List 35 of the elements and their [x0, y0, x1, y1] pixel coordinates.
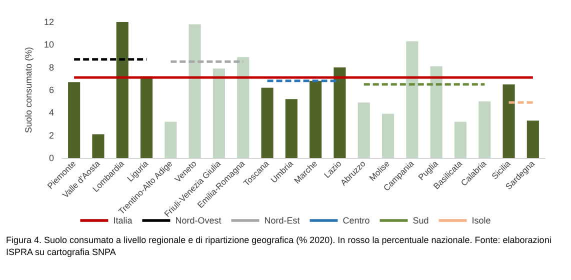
y-tick-label: 8	[48, 62, 54, 72]
legend-label: Italia	[113, 216, 132, 226]
bar	[334, 67, 346, 158]
bar	[382, 114, 394, 158]
bar	[164, 122, 177, 158]
bar	[212, 68, 226, 158]
bar	[140, 76, 153, 158]
bar	[237, 57, 250, 158]
bar	[261, 88, 274, 158]
bar	[116, 22, 128, 158]
bar	[502, 84, 515, 158]
bar	[430, 66, 442, 158]
y-tick-label: 6	[48, 85, 54, 95]
legend-label: Sud	[412, 216, 429, 226]
bar	[188, 24, 201, 158]
bar	[285, 99, 298, 158]
bar	[478, 101, 491, 158]
y-tick-label: 12	[44, 17, 54, 27]
legend-label: Nord-Ovest	[175, 216, 222, 226]
text: Figura 4. Suolo consumato a livello regionale e di ripartizione geografica (% 2020). In rosso la percentuale nazionale. Fonte: elaborazioni ISPRA su cartografia SNPA	[6, 234, 552, 258]
y-axis-title: Suolo consumato (%)	[24, 46, 34, 134]
legend-label: Nord-Est	[264, 216, 300, 226]
y-tick-label: 2	[48, 130, 54, 140]
bar	[310, 80, 322, 158]
bar	[92, 134, 104, 158]
y-tick-label: 10	[44, 40, 54, 50]
legend-label: Centro	[342, 216, 370, 226]
bar	[68, 82, 80, 158]
bar	[406, 41, 418, 158]
y-tick-label: 0	[48, 153, 54, 163]
bar	[526, 120, 539, 158]
legend-label: Isole	[472, 216, 491, 226]
y-tick-label: 4	[48, 108, 54, 118]
bar	[454, 122, 467, 158]
bar	[358, 102, 370, 158]
